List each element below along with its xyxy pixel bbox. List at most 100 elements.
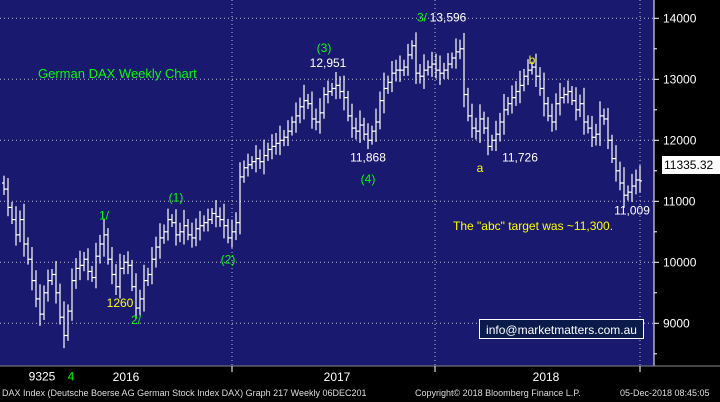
ohlc-bar bbox=[554, 93, 558, 131]
annotation-label: (4) bbox=[361, 172, 376, 186]
ohlc-bar bbox=[282, 129, 286, 147]
ohlc-bar bbox=[350, 103, 354, 138]
ohlc-bar bbox=[250, 156, 254, 170]
ohlc-bar bbox=[542, 72, 546, 117]
ohlc-bar bbox=[186, 218, 190, 241]
ohlc-bar bbox=[322, 87, 326, 119]
ohlc-bar bbox=[630, 173, 634, 202]
annotation-label: 1260 bbox=[107, 296, 134, 310]
ohlc-bar bbox=[270, 134, 274, 160]
ohlc-bar bbox=[202, 215, 206, 232]
ohlc-bar bbox=[538, 67, 542, 96]
ohlc-bar bbox=[494, 120, 498, 152]
plot-background bbox=[0, 0, 654, 366]
ohlc-bar bbox=[130, 259, 134, 292]
ohlc-bar bbox=[170, 214, 174, 228]
annotation-label: 9325 bbox=[29, 370, 56, 384]
ohlc-bar bbox=[526, 59, 530, 86]
ohlc-bar bbox=[366, 123, 370, 150]
ohlc-bar bbox=[402, 59, 406, 77]
ohlc-bar bbox=[62, 301, 66, 349]
ohlc-bar bbox=[498, 112, 502, 142]
ohlc-bar bbox=[222, 203, 226, 239]
ohlc-bar bbox=[582, 87, 586, 135]
ohlc-bar bbox=[578, 94, 582, 118]
annotation-label: 11,009 bbox=[614, 204, 650, 218]
ohlc-bar bbox=[346, 90, 350, 122]
ohlc-bar bbox=[198, 211, 202, 241]
ohlc-bar bbox=[54, 261, 58, 304]
ohlc-bar bbox=[78, 250, 82, 281]
ohlc-bar bbox=[546, 96, 550, 122]
ohlc-bar bbox=[338, 76, 342, 99]
ohlc-bar bbox=[330, 82, 334, 96]
ohlc-bar bbox=[634, 169, 638, 195]
annotation-label: a bbox=[477, 161, 484, 175]
ohlc-bar bbox=[566, 80, 570, 104]
ohlc-bar bbox=[30, 247, 34, 291]
ohlc-bar bbox=[2, 175, 6, 195]
ohlc-bar bbox=[466, 87, 470, 122]
ohlc-bar bbox=[146, 267, 150, 286]
x-tick-label: 2018 bbox=[533, 370, 560, 384]
ohlc-bar bbox=[26, 237, 30, 265]
ohlc-bar bbox=[398, 55, 402, 82]
ohlc-bar bbox=[406, 43, 410, 76]
ohlc-bar bbox=[150, 247, 154, 285]
ohlc-bar bbox=[182, 209, 186, 245]
annotation-label: 2/ bbox=[131, 313, 142, 327]
ohlc-bar bbox=[82, 251, 86, 272]
ohlc-bar bbox=[590, 115, 594, 148]
ohlc-bar bbox=[166, 208, 170, 241]
ohlc-bar bbox=[430, 51, 434, 77]
ohlc-bar bbox=[158, 223, 162, 259]
ohlc-bar bbox=[90, 265, 94, 282]
target-note: The "abc" target was ~11,300. bbox=[453, 219, 614, 233]
footer-bar: DAX Index (Deutsche Boerse AG German Sto… bbox=[0, 386, 720, 402]
ohlc-bar bbox=[490, 134, 494, 151]
ohlc-bar bbox=[274, 132, 278, 155]
ohlc-bar bbox=[306, 93, 310, 110]
ohlc-bar bbox=[218, 207, 222, 227]
info-email-link[interactable]: info@marketmatters.com.au bbox=[479, 319, 644, 339]
annotation-label: (2) bbox=[221, 253, 236, 267]
ohlc-bar bbox=[110, 247, 114, 285]
ohlc-bar bbox=[382, 72, 386, 114]
ohlc-bar bbox=[94, 242, 98, 289]
y-tick-label: 10000 bbox=[663, 255, 697, 269]
annotation-label: (1) bbox=[169, 190, 184, 204]
ohlc-bar bbox=[162, 224, 166, 244]
ohlc-bar bbox=[278, 125, 282, 156]
ohlc-bar bbox=[314, 108, 318, 131]
ohlc-bar bbox=[570, 86, 574, 106]
ohlc-bar bbox=[410, 40, 414, 60]
ohlc-bar bbox=[118, 253, 122, 299]
ohlc-bar bbox=[478, 104, 482, 143]
ohlc-bar bbox=[14, 206, 18, 246]
ohlc-bar bbox=[74, 258, 78, 289]
x-tick-label: 2017 bbox=[324, 370, 351, 384]
annotation-label: 13,596 bbox=[430, 10, 467, 24]
ohlc-bar bbox=[18, 210, 22, 243]
ohlc-bar bbox=[174, 209, 178, 246]
ohlc-bar bbox=[370, 125, 374, 145]
ohlc-bar bbox=[486, 117, 490, 156]
ohlc-bar bbox=[226, 218, 230, 244]
x-tick-label: 2016 bbox=[113, 370, 140, 384]
ohlc-bar bbox=[134, 273, 138, 319]
footer-security-description: DAX Index (Deutsche Boerse AG German Sto… bbox=[2, 388, 367, 398]
ohlc-bar bbox=[234, 212, 238, 241]
ohlc-bar bbox=[194, 218, 198, 247]
ohlc-bar bbox=[246, 153, 250, 177]
ohlc-bar bbox=[354, 117, 358, 140]
ohlc-bar bbox=[114, 264, 118, 295]
ohlc-bar bbox=[178, 222, 182, 243]
ohlc-bar bbox=[614, 145, 618, 182]
ohlc-bar bbox=[38, 284, 42, 326]
y-tick-label: 14000 bbox=[663, 11, 697, 25]
ohlc-bar bbox=[294, 102, 298, 133]
ohlc-bar bbox=[142, 264, 146, 312]
ohlc-bar bbox=[374, 108, 378, 142]
ohlc-bar bbox=[258, 149, 262, 169]
